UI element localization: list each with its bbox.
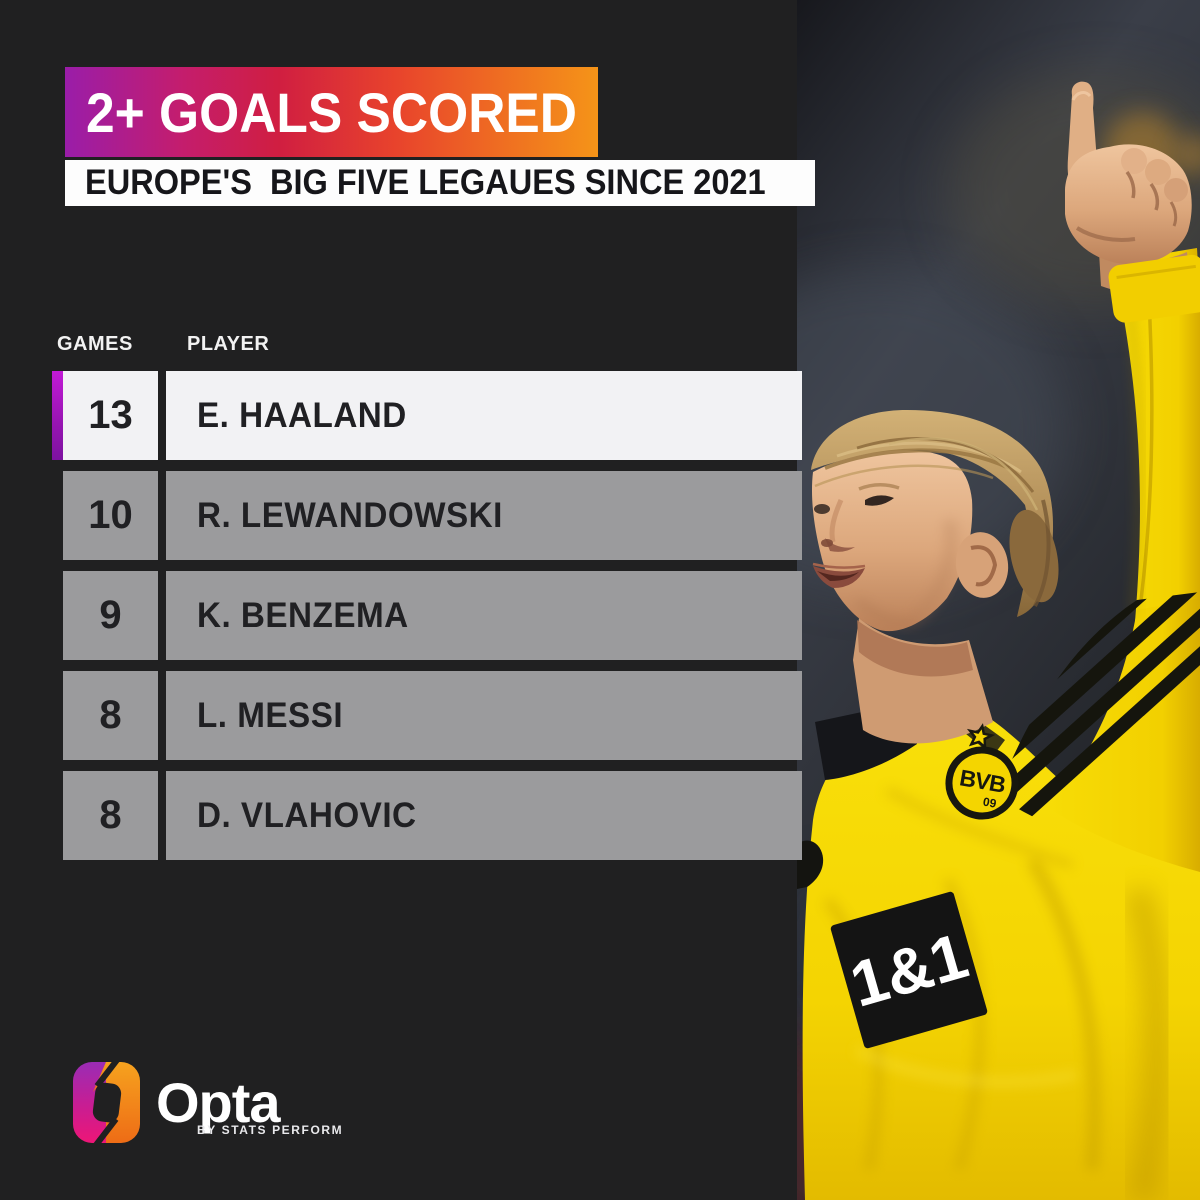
player-cell: K. BENZEMA xyxy=(166,571,802,660)
games-cell: 13 xyxy=(63,371,158,460)
player-name: K. BENZEMA xyxy=(197,595,409,635)
left-eye xyxy=(814,504,830,514)
puma-logo xyxy=(797,840,824,889)
bvb-badge: BVB 09 xyxy=(945,746,1019,820)
player-cell: L. MESSI xyxy=(166,671,802,760)
page-title: 2+ GOALS SCORED xyxy=(86,80,577,144)
championship-star xyxy=(966,723,996,751)
player-cell: E. HAALAND xyxy=(166,371,802,460)
page-subtitle: EUROPE'S BIG FIVE LEGAUES SINCE 2021 xyxy=(85,163,766,202)
table-row: 8 D. VLAHOVIC xyxy=(52,771,802,860)
games-cell: 10 xyxy=(63,471,158,560)
sleeve-cuff xyxy=(1108,254,1200,323)
player-name: L. MESSI xyxy=(197,695,344,735)
nose xyxy=(825,538,855,552)
games-cell: 8 xyxy=(63,771,158,860)
jersey-sleeve xyxy=(1049,248,1200,872)
ear xyxy=(955,532,1009,598)
games-cell: 9 xyxy=(63,571,158,660)
table-row: 9 K. BENZEMA xyxy=(52,571,802,660)
table-row: 8 L. MESSI xyxy=(52,671,802,760)
neck xyxy=(853,618,993,744)
player-cell: D. VLAHOVIC xyxy=(166,771,802,860)
table-row: 13 E. HAALAND xyxy=(52,371,802,460)
games-cell: 8 xyxy=(63,671,158,760)
table-row: 10 R. LEWANDOWSKI xyxy=(52,471,802,560)
face xyxy=(811,450,973,632)
title-banner: 2+ GOALS SCORED xyxy=(65,67,598,157)
player-photo: BVB 09 1&1 xyxy=(797,0,1200,1200)
right-eye xyxy=(865,495,894,506)
player-name: R. LEWANDOWSKI xyxy=(197,495,503,535)
stats-perform-label: BY STATS PERFORM xyxy=(197,1123,344,1137)
player-name: E. HAALAND xyxy=(197,395,407,435)
player-cell: R. LEWANDOWSKI xyxy=(166,471,802,560)
opta-logo-icon xyxy=(73,1062,140,1143)
head xyxy=(811,410,1059,632)
player-name: D. VLAHOVIC xyxy=(197,795,417,835)
highlight-accent-bar xyxy=(52,371,63,460)
column-header-player: PLAYER xyxy=(187,333,270,355)
bokeh-light xyxy=(1175,135,1200,175)
column-header-games: GAMES xyxy=(57,333,133,355)
bvb-badge-number: 09 xyxy=(982,795,998,811)
subtitle-bar: EUROPE'S BIG FIVE LEGAUES SINCE 2021 xyxy=(65,160,815,206)
sponsor-patch: 1&1 xyxy=(830,891,988,1049)
opta-wordmark: Opta xyxy=(156,1071,281,1134)
